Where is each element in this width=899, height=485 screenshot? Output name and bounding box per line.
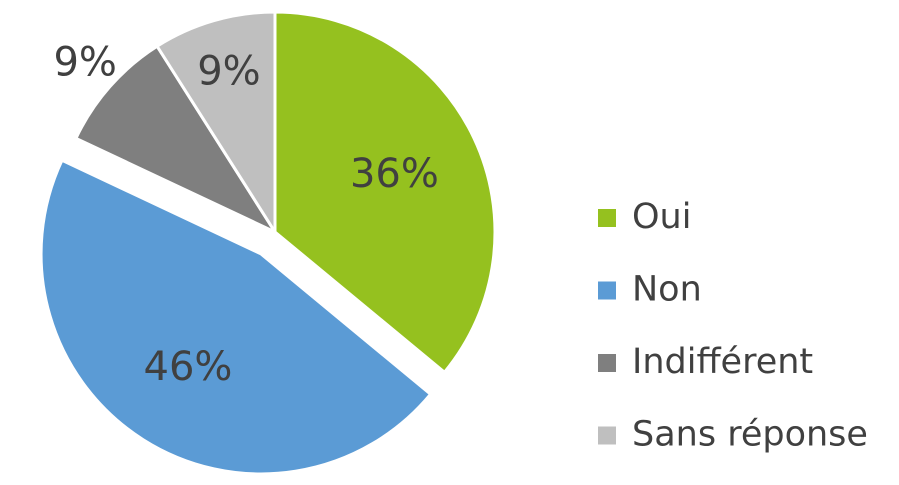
data-label: 9% [53,40,116,86]
legend-label: Indifférent [632,342,813,382]
data-label: 46% [144,344,233,390]
legend-label: Sans réponse [632,415,868,455]
legend-swatch [598,426,616,445]
legend-swatch [598,354,616,372]
pie-slice [73,44,280,236]
legend-swatch [598,281,616,300]
legend-swatch [598,209,616,227]
pie-slice [39,158,433,476]
data-label: 36% [350,151,439,197]
legend-label: Non [632,270,702,310]
pie-slice [273,10,497,375]
pie-slice [155,10,277,238]
legend-label: Oui [632,197,691,237]
data-label: 9% [197,49,260,95]
